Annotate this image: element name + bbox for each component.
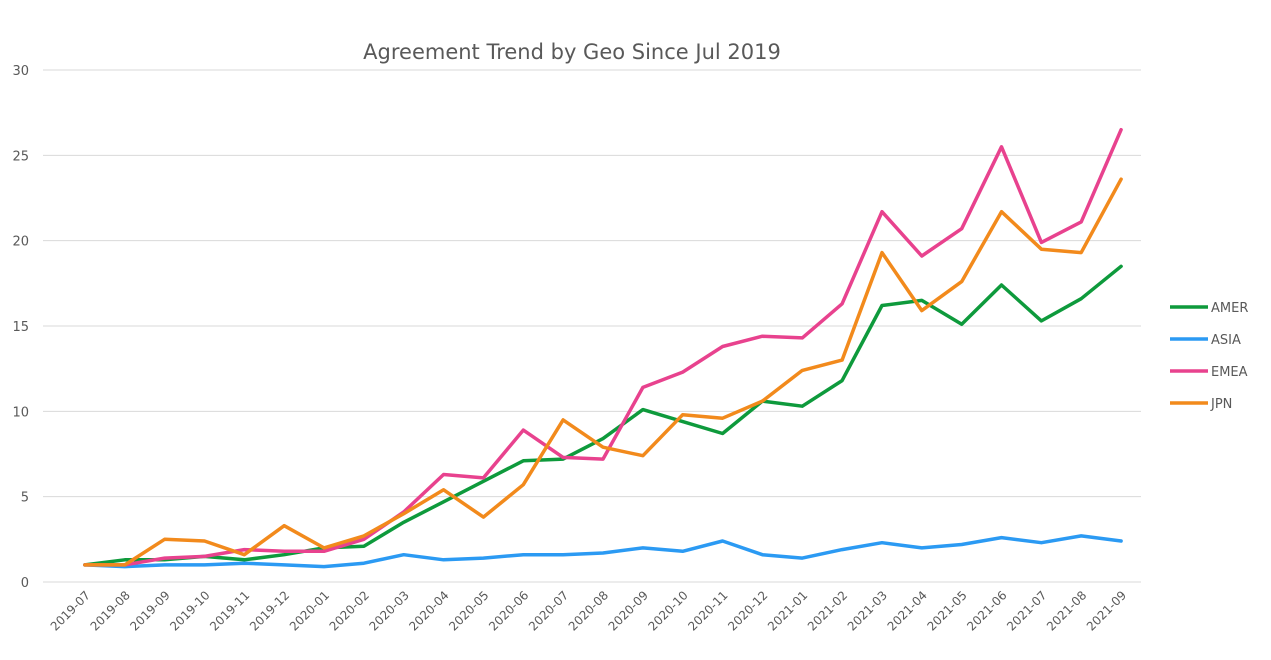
x-tick-label: 2019-07 — [48, 588, 93, 633]
legend-label-amer: AMER — [1211, 301, 1248, 316]
chart-title: Agreement Trend by Geo Since Jul 2019 — [363, 40, 781, 64]
series-line-amer — [83, 264, 1123, 567]
y-tick-label: 5 — [21, 491, 29, 506]
x-tick-label: 2021-02 — [805, 588, 850, 633]
x-tick-label: 2019-12 — [247, 588, 292, 633]
x-tick-label: 2021-06 — [964, 588, 1009, 633]
y-axis-ticks: 0 5 10 15 20 25 30 — [12, 64, 29, 591]
y-tick-label: 30 — [12, 64, 29, 79]
y-tick-label: 15 — [12, 320, 29, 335]
x-tick-label: 2020-11 — [685, 588, 730, 633]
x-tick-label: 2020-07 — [526, 588, 571, 633]
legend-label-emea: EMEA — [1211, 365, 1248, 380]
x-tick-label: 2020-03 — [367, 588, 412, 633]
x-tick-label: 2020-10 — [645, 588, 690, 633]
x-tick-label: 2020-12 — [725, 588, 770, 633]
x-tick-label: 2019-09 — [127, 588, 172, 633]
legend-label-jpn: JPN — [1210, 397, 1232, 412]
x-tick-label: 2020-09 — [606, 588, 651, 633]
x-tick-label: 2019-08 — [88, 588, 133, 633]
legend-label-asia: ASIA — [1211, 333, 1241, 348]
series-line-emea — [83, 127, 1123, 567]
y-tick-label: 20 — [12, 235, 29, 250]
x-tick-label: 2021-03 — [845, 588, 890, 633]
x-tick-label: 2020-04 — [406, 588, 451, 633]
y-tick-label: 25 — [12, 149, 29, 164]
x-tick-label: 2019-11 — [207, 588, 252, 633]
x-tick-label: 2020-06 — [486, 588, 531, 633]
series-lines — [83, 127, 1123, 569]
x-axis-ticks: 2019-072019-082019-092019-102019-112019-… — [48, 588, 1130, 633]
x-tick-label: 2019-10 — [167, 588, 212, 633]
x-tick-label: 2020-05 — [446, 588, 491, 633]
x-tick-label: 2020-02 — [327, 588, 372, 633]
legend: AMER ASIA EMEA JPN — [1170, 301, 1248, 412]
x-tick-label: 2021-05 — [924, 588, 969, 633]
y-tick-label: 10 — [12, 405, 29, 420]
series-line-asia — [83, 534, 1123, 569]
x-tick-label: 2020-01 — [287, 588, 332, 633]
x-tick-label: 2021-04 — [885, 588, 930, 633]
x-tick-label: 2021-01 — [765, 588, 810, 633]
series-line-jpn — [83, 177, 1123, 567]
x-tick-label: 2021-08 — [1044, 588, 1089, 633]
x-tick-label: 2020-08 — [566, 588, 611, 633]
gridlines — [43, 69, 1141, 583]
x-tick-label: 2021-07 — [1004, 588, 1049, 633]
x-tick-label: 2021-09 — [1084, 588, 1129, 633]
y-tick-label: 0 — [21, 576, 29, 591]
